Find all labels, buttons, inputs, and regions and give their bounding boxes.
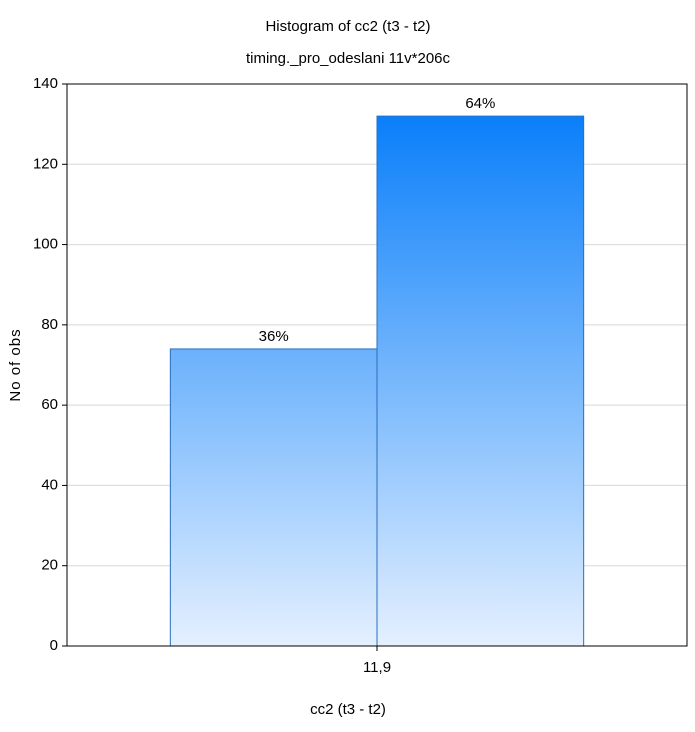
chart-subtitle: timing._pro_odeslani 11v*206c <box>246 50 451 67</box>
bar <box>169 348 378 647</box>
x-axis-label: cc2 (t3 - t2) <box>310 701 386 718</box>
y-tick-label: 40 <box>41 476 58 493</box>
bar <box>376 115 585 647</box>
y-tick-label: 60 <box>41 396 58 413</box>
y-tick-label: 80 <box>41 316 58 333</box>
y-tick-label: 120 <box>33 155 58 172</box>
x-tick-label: 11,9 <box>363 659 391 676</box>
chart-title: Histogram of cc2 (t3 - t2) <box>265 18 430 35</box>
y-tick-label: 100 <box>33 236 58 253</box>
y-tick-label: 140 <box>33 75 58 92</box>
marks-group: 36% 64% <box>169 95 585 647</box>
y-tick-label: 20 <box>41 557 58 574</box>
bar-percent-label: 64% <box>465 95 495 112</box>
bar-percent-label: 36% <box>259 328 289 345</box>
y-tick-label: 0 <box>50 637 58 654</box>
y-axis-label: No of obs <box>7 328 24 401</box>
